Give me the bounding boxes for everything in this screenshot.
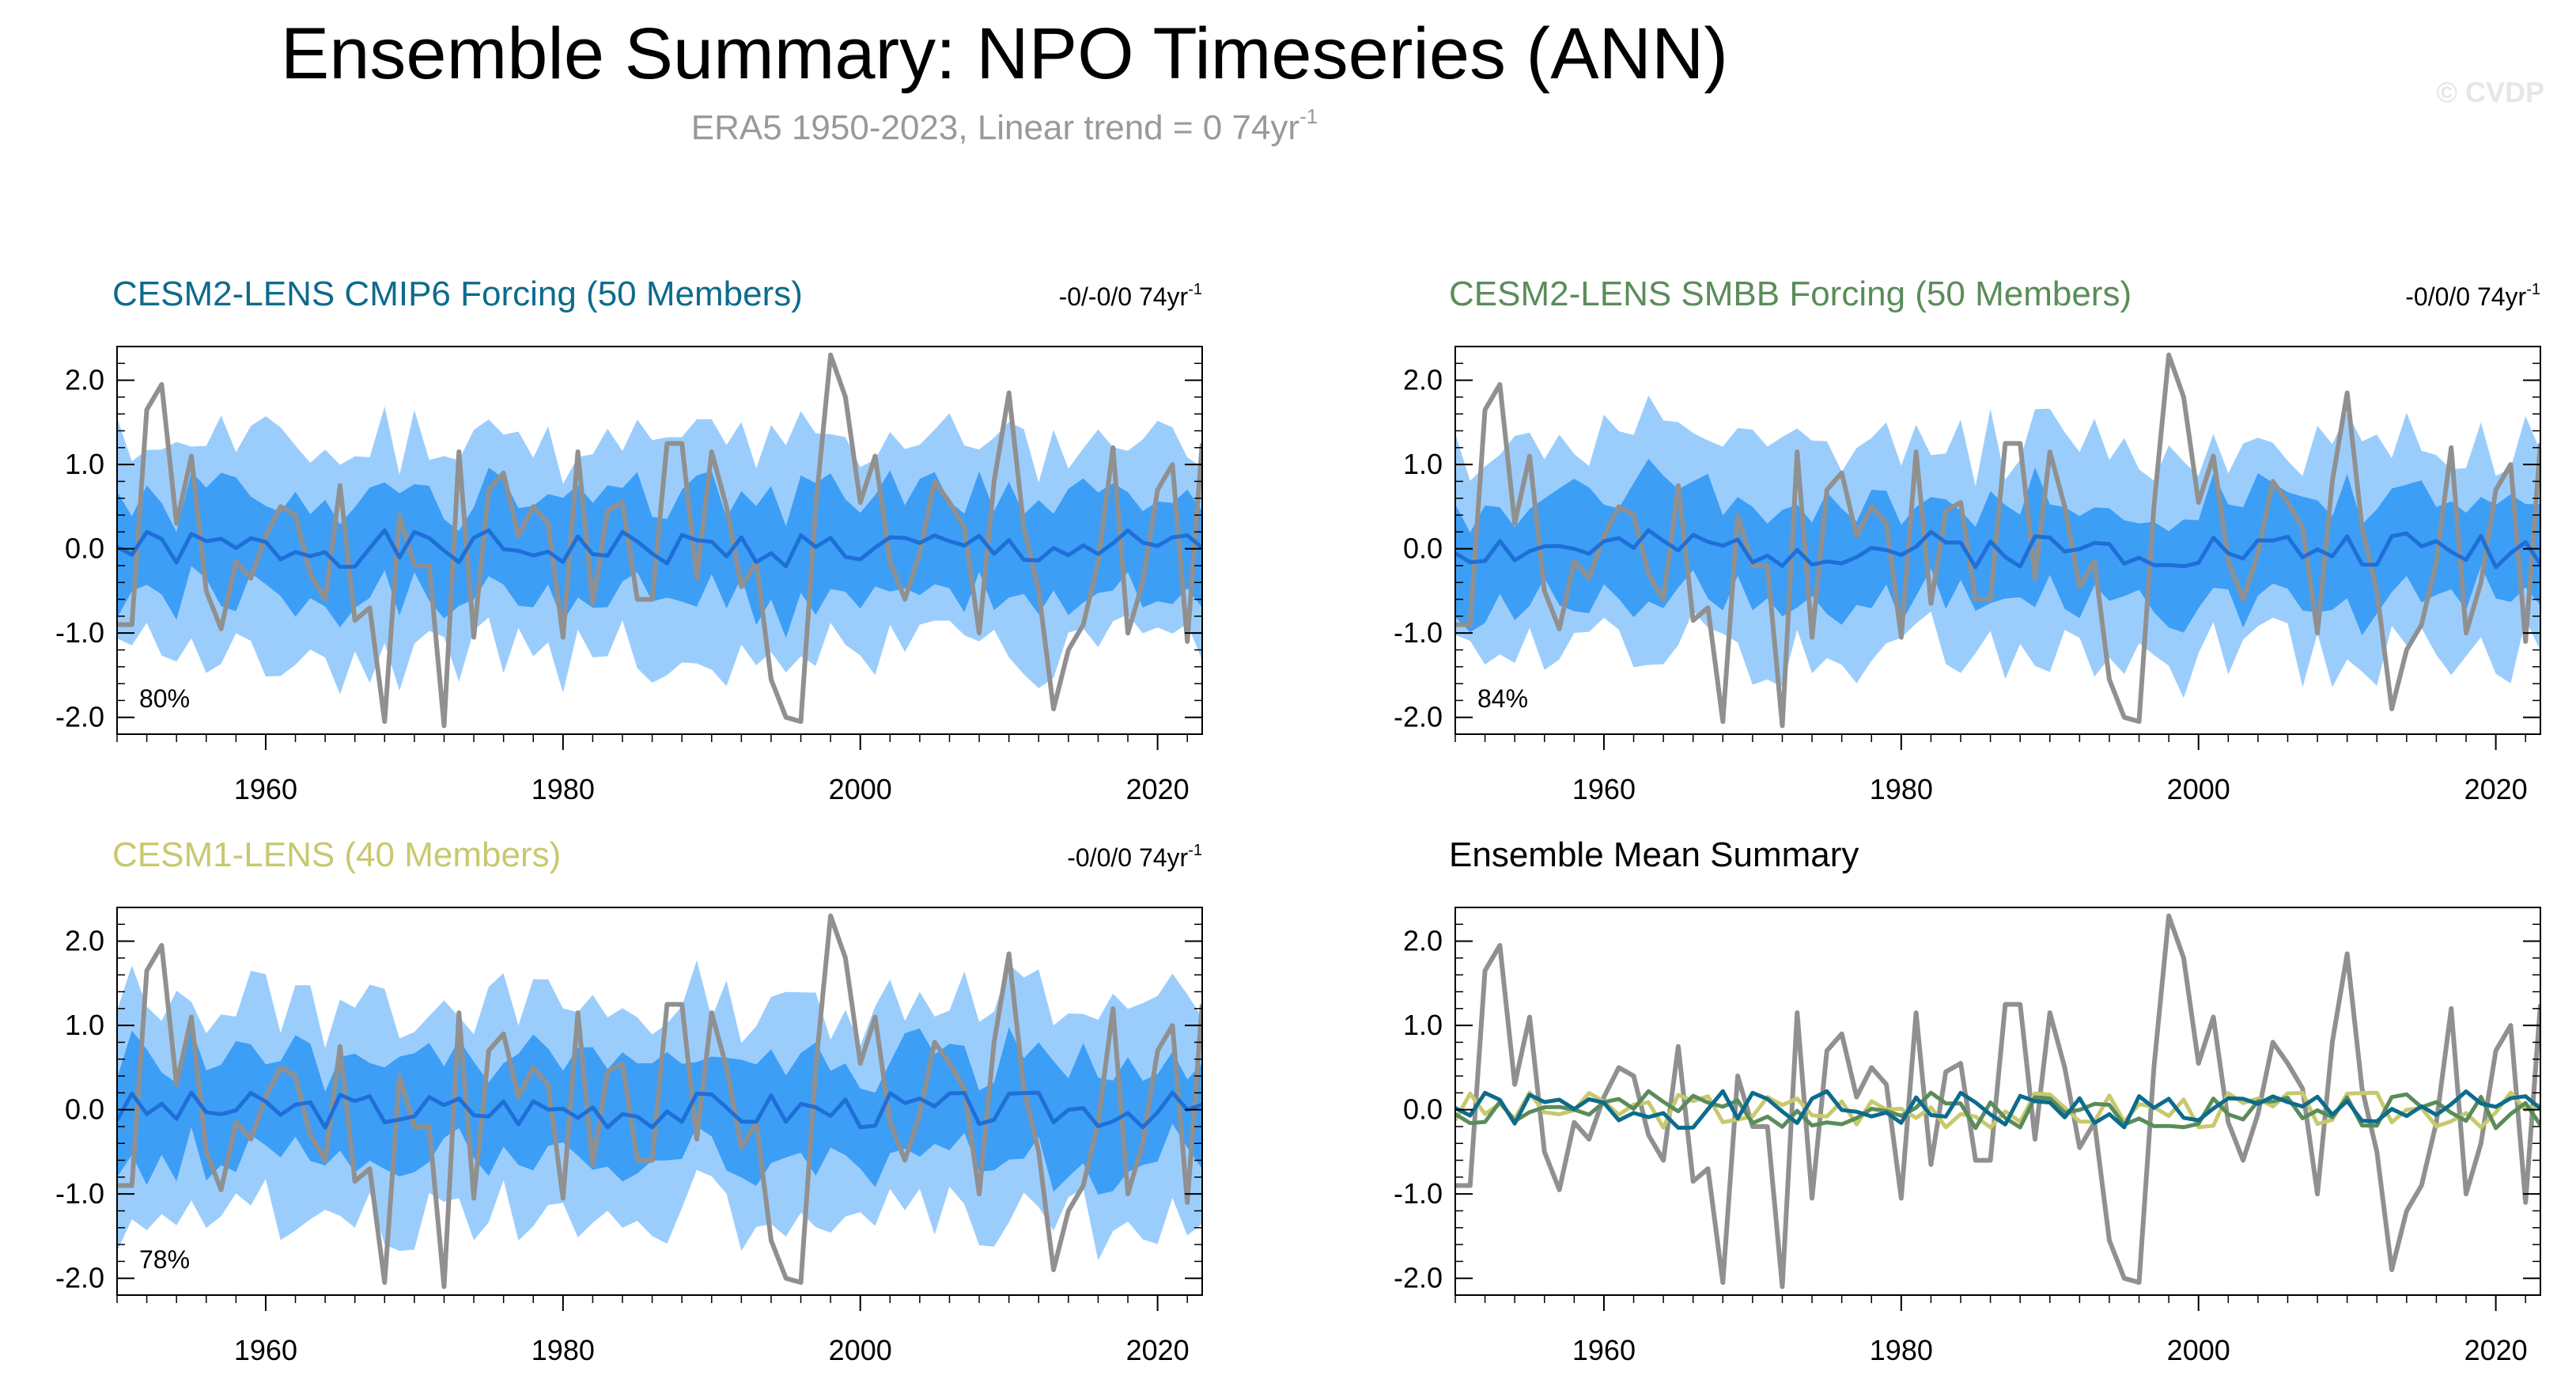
plot-area	[117, 913, 1202, 1290]
plot-frame	[1454, 346, 2541, 735]
y-tick-label: 2.0	[65, 925, 104, 957]
percentile-label: 78%	[139, 1245, 190, 1274]
y-tick-label: 0.0	[65, 1093, 104, 1126]
panel-cesm2-cmip6: CESM2-LENS CMIP6 Forcing (50 Members) -0/…	[55, 275, 1203, 805]
panel-title: CESM2-LENS SMBB Forcing (50 Members)	[1449, 275, 2132, 313]
y-tick-label: 1.0	[1403, 1009, 1443, 1041]
y-tick-label: -2.0	[55, 1262, 104, 1294]
x-tick-label: 1960	[234, 773, 297, 805]
obs-line	[117, 913, 1202, 1290]
x-tick-label: 1980	[1870, 773, 1933, 805]
plot-area	[1455, 352, 2540, 729]
y-tick-label: -1.0	[1394, 616, 1443, 649]
x-tick-label: 2020	[1126, 1334, 1190, 1366]
panel-cesm1: CESM1-LENS (40 Members) -0/0/0 74yr-1 78% 2…	[55, 835, 1203, 1366]
percentile-label: 80%	[139, 684, 190, 713]
x-tick-label: 2000	[829, 1334, 892, 1366]
y-tick-label: 0.0	[1403, 1093, 1443, 1126]
plot-frame	[116, 907, 1203, 1296]
subtitle: ERA5 1950-2023, Linear trend = 0 74yr-1	[690, 104, 1318, 147]
panel-title: Ensemble Mean Summary	[1449, 835, 1859, 874]
x-tick-label: 2020	[2464, 773, 2528, 805]
trend-label: -0/-0/0 74yr-1	[1059, 281, 1202, 311]
ensemble-mean-line	[117, 528, 1202, 569]
plot-area	[117, 352, 1202, 729]
obs-line	[117, 352, 1202, 729]
plot-frame	[1454, 907, 2541, 1296]
x-tick-label: 1960	[234, 1334, 297, 1366]
x-tick-label: 1980	[531, 1334, 595, 1366]
panel-cesm2-smbb: CESM2-LENS SMBB Forcing (50 Members) -0/0…	[1394, 275, 2541, 805]
panel-title: CESM2-LENS CMIP6 Forcing (50 Members)	[112, 275, 803, 313]
y-tick-label: -2.0	[1394, 701, 1443, 733]
y-tick-label: 0.0	[65, 532, 104, 565]
y-tick-label: 2.0	[1403, 364, 1443, 396]
panel-title: CESM1-LENS (40 Members)	[112, 835, 561, 874]
panel-ens-mean: Ensemble Mean Summary 2.0 1.0 0.0 -1.0 -2.0 19…	[1394, 835, 2541, 1366]
y-tick-label: 2.0	[1403, 925, 1443, 957]
x-tick-label: 1960	[1572, 773, 1636, 805]
obs-line	[1455, 352, 2540, 729]
cesm2-cmip6-mean-line	[1455, 1089, 2540, 1130]
trend-label: -0/0/0 74yr-1	[2405, 281, 2540, 311]
y-tick-label: -2.0	[1394, 1262, 1443, 1294]
trend-label: -0/0/0 74yr-1	[1067, 842, 1202, 872]
x-tick-label: 2020	[2464, 1334, 2528, 1366]
x-tick-label: 1980	[1870, 1334, 1933, 1366]
ensemble-mean-line	[1455, 528, 2540, 570]
plot-frame	[116, 346, 1203, 735]
x-tick-label: 2000	[829, 773, 892, 805]
plot-area	[1455, 913, 2540, 1290]
x-tick-label: 1960	[1572, 1334, 1636, 1366]
y-tick-label: 1.0	[1403, 448, 1443, 480]
y-tick-label: -2.0	[55, 701, 104, 733]
y-tick-label: 1.0	[65, 448, 104, 480]
y-tick-label: 1.0	[65, 1009, 104, 1041]
x-tick-label: 2020	[1126, 773, 1190, 805]
y-tick-label: -1.0	[1394, 1177, 1443, 1210]
x-tick-label: 2000	[2167, 1334, 2230, 1366]
x-tick-label: 1980	[531, 773, 595, 805]
y-tick-label: 0.0	[1403, 532, 1443, 565]
copyright-watermark: © CVDP	[2436, 76, 2544, 108]
percentile-label: 84%	[1477, 684, 1528, 713]
y-tick-label: -1.0	[55, 1177, 104, 1210]
x-tick-label: 2000	[2167, 773, 2230, 805]
y-tick-label: 2.0	[65, 364, 104, 396]
cesm2-smbb-mean-line	[1455, 1089, 2540, 1131]
main-title: Ensemble Summary: NPO Timeseries (ANN)	[280, 13, 1729, 94]
obs-line	[1455, 913, 2540, 1290]
y-tick-label: -1.0	[55, 616, 104, 649]
ensemble-mean-line	[117, 1090, 1202, 1130]
